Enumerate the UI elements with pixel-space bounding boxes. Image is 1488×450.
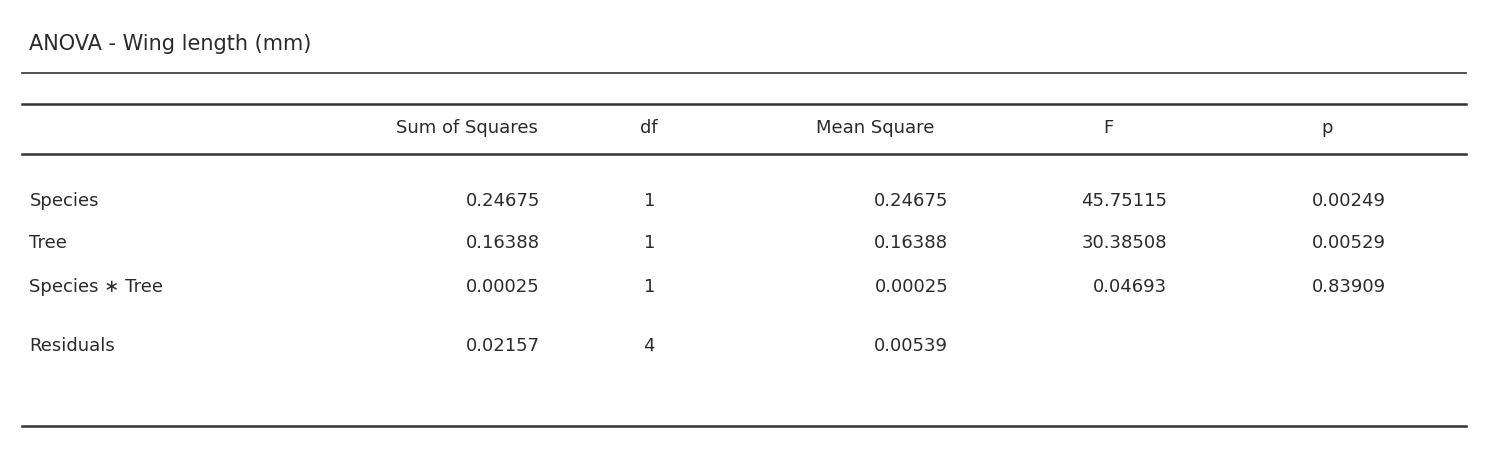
Text: 45.75115: 45.75115 [1080,192,1167,210]
Text: 0.24675: 0.24675 [466,192,540,210]
Text: 4: 4 [643,338,655,356]
Text: 0.02157: 0.02157 [466,338,540,356]
Text: Mean Square: Mean Square [815,119,934,137]
Text: 1: 1 [643,278,655,296]
Text: 0.00025: 0.00025 [466,278,540,296]
Text: 30.38508: 30.38508 [1082,234,1167,252]
Text: Species ∗ Tree: Species ∗ Tree [30,278,164,296]
Text: 0.04693: 0.04693 [1092,278,1167,296]
Text: 0.83909: 0.83909 [1311,278,1385,296]
Text: Tree: Tree [30,234,67,252]
Text: Species: Species [30,192,100,210]
Text: Sum of Squares: Sum of Squares [396,119,537,137]
Text: 0.16388: 0.16388 [873,234,948,252]
Text: 0.24675: 0.24675 [873,192,948,210]
Text: 0.00025: 0.00025 [875,278,948,296]
Text: 0.00249: 0.00249 [1311,192,1385,210]
Text: 1: 1 [643,234,655,252]
Text: ANOVA - Wing length (mm): ANOVA - Wing length (mm) [30,34,312,54]
Text: 0.00529: 0.00529 [1311,234,1385,252]
Text: df: df [640,119,658,137]
Text: Residuals: Residuals [30,338,115,356]
Text: 1: 1 [643,192,655,210]
Text: 0.16388: 0.16388 [466,234,540,252]
Text: F: F [1104,119,1113,137]
Text: p: p [1321,119,1333,137]
Text: 0.00539: 0.00539 [873,338,948,356]
